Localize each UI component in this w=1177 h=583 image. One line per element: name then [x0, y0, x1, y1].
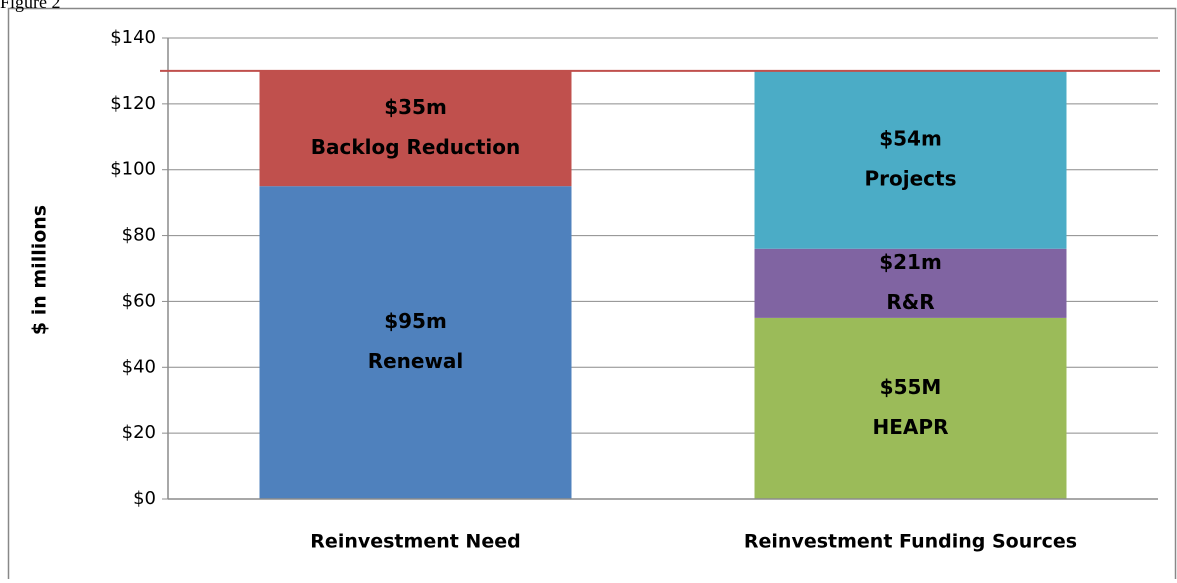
y-tick-label: $20 [122, 422, 156, 443]
data-label: $54m [879, 126, 942, 150]
bar-segment [754, 248, 1067, 318]
data-label: $35m [384, 95, 447, 119]
y-axis-title: $ in millions [29, 205, 51, 335]
segment-name: Projects [864, 166, 956, 190]
data-label: $95m [384, 309, 447, 333]
data-label: $55M [880, 375, 942, 399]
x-tick-label: Reinvestment Need [310, 531, 520, 553]
segment-name: Backlog Reduction [311, 135, 521, 159]
y-tick-label: $40 [122, 356, 156, 377]
data-label: $21m [879, 250, 942, 274]
caption: Figure 2 [0, 0, 61, 12]
y-tick-label: $120 [110, 93, 156, 114]
y-tick-label: $80 [122, 225, 156, 246]
bar-segment [754, 70, 1067, 249]
x-tick-label: Reinvestment Funding Sources [744, 531, 1077, 553]
bar-segment [754, 317, 1067, 499]
y-tick-label: $0 [133, 488, 156, 509]
y-tick-label: $140 [110, 27, 156, 48]
segment-name: HEAPR [873, 415, 949, 439]
y-tick-label: $60 [122, 290, 156, 311]
segment-name: Renewal [368, 349, 464, 373]
bar-segment [259, 186, 572, 499]
segment-name: R&R [886, 290, 934, 314]
y-tick-label: $100 [110, 159, 156, 180]
bar-segment [259, 70, 572, 187]
